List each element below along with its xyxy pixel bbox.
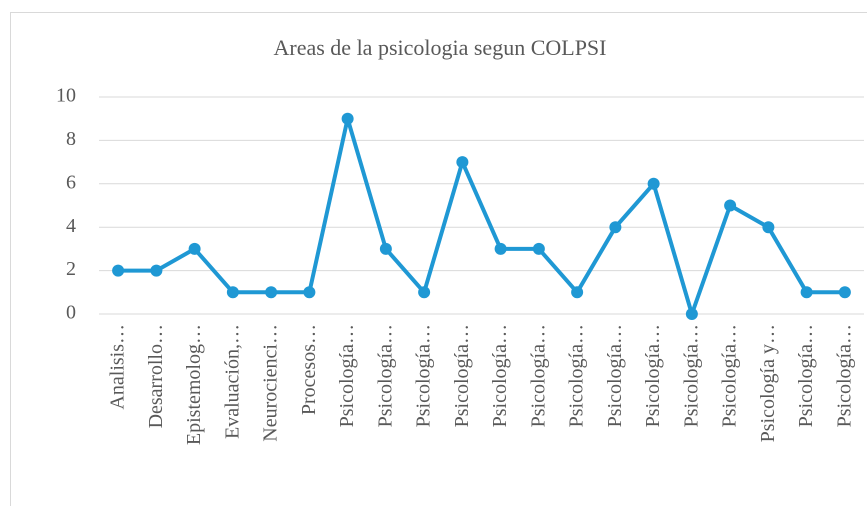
x-tick-label: Psicología… — [566, 324, 588, 427]
x-tick-label: Psicología… — [795, 324, 817, 427]
marker — [762, 221, 775, 234]
marker — [188, 242, 201, 255]
marker — [112, 264, 125, 277]
marker — [341, 112, 354, 125]
y-tick-label: 0 — [66, 302, 76, 324]
y-tick-label: 10 — [56, 85, 76, 107]
marker — [685, 308, 698, 320]
x-tick-label: Psicología… — [413, 324, 435, 427]
marker — [800, 286, 813, 299]
x-tick-label: Psicología… — [374, 324, 396, 427]
x-tick-label: Psicología… — [680, 324, 702, 427]
chart-title: Areas de la psicologia segun COLPSI — [274, 35, 607, 60]
marker — [532, 242, 545, 255]
y-tick-label: 4 — [66, 215, 76, 237]
marker — [303, 286, 316, 299]
marker — [494, 242, 507, 255]
marker — [379, 242, 392, 255]
x-tick-label: Epistemolog… — [183, 324, 205, 445]
x-tick-label: Evaluación,… — [221, 324, 243, 439]
marker — [609, 221, 622, 234]
x-tick-label: Psicología… — [719, 324, 741, 427]
x-tick-label: Desarrollo… — [145, 324, 167, 428]
x-tick-label: Psicología… — [604, 324, 626, 427]
x-tick-label: Procesos… — [298, 324, 320, 415]
y-tick-label: 2 — [66, 258, 76, 280]
marker — [838, 286, 851, 299]
chart-border — [10, 12, 867, 506]
x-tick-label: Analisis… — [107, 324, 129, 410]
marker — [647, 177, 660, 190]
marker — [724, 199, 737, 212]
y-tick-label: 8 — [66, 128, 76, 150]
x-tick-label: Psicología… — [336, 324, 358, 427]
marker — [571, 286, 584, 299]
x-tick-label: Psicología y… — [757, 324, 779, 442]
line — [118, 116, 845, 316]
x-tick-label: Psicología… — [642, 324, 664, 427]
x-tick-label: Neurocienci… — [260, 324, 282, 442]
x-tick-label: Psicología… — [489, 324, 511, 427]
y-tick-label: 6 — [66, 171, 76, 193]
marker — [265, 286, 278, 299]
marker — [226, 286, 239, 299]
marker — [456, 156, 469, 169]
x-tick-label: Psicología… — [527, 324, 549, 427]
x-tick-label: Psicología… — [833, 324, 855, 427]
x-tick-label: Psicología… — [451, 324, 473, 427]
marker — [150, 264, 163, 277]
marker — [418, 286, 431, 299]
